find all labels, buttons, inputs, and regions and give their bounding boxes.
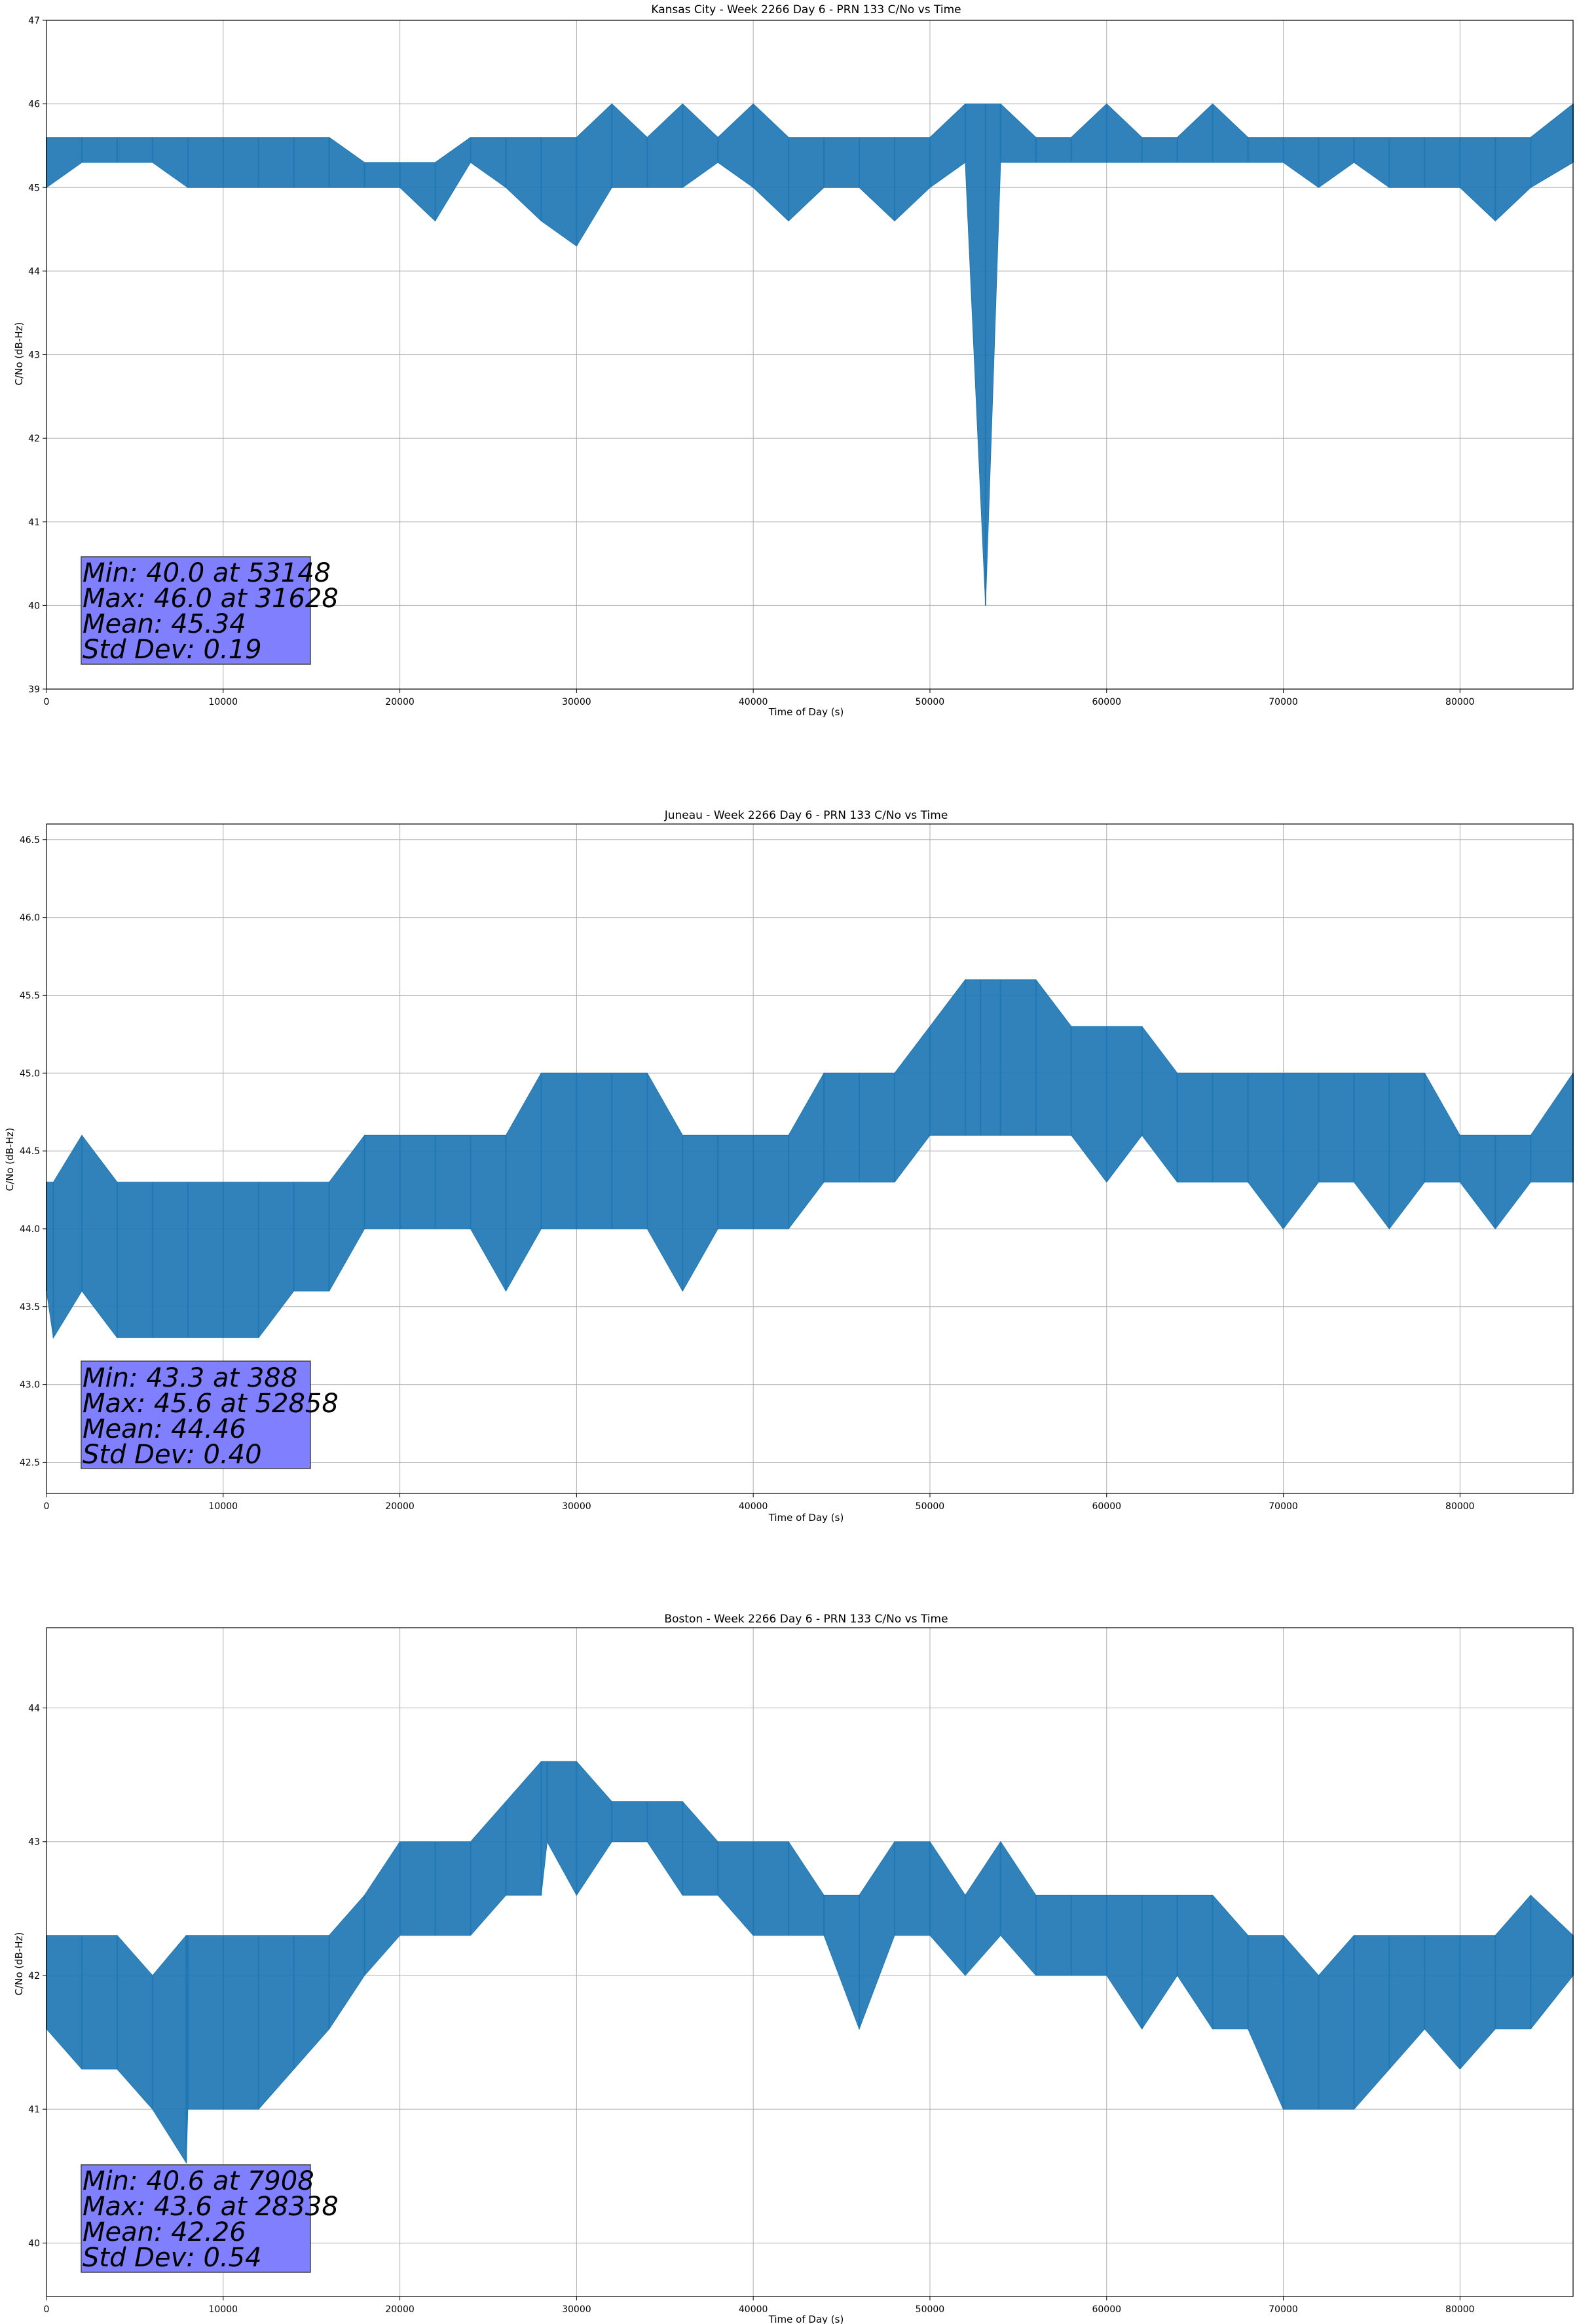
y-tick-label: 43 <box>28 350 40 361</box>
stats-min: Min: 40.6 at 7908 <box>83 2166 314 2196</box>
stats-max: Max: 43.6 at 28338 <box>83 2192 339 2222</box>
x-tick-label: 40000 <box>739 2304 768 2315</box>
x-tick-label: 30000 <box>562 1501 591 1512</box>
y-axis-label: C/No (dB-Hz) <box>4 1128 16 1191</box>
y-tick-label: 40 <box>28 2238 40 2249</box>
x-tick-label: 80000 <box>1445 2304 1475 2315</box>
chart-juneau: Juneau - Week 2266 Day 6 - PRN 133 C/No … <box>4 809 1574 1524</box>
y-tick-label: 46.0 <box>20 913 40 924</box>
y-axis-label: C/No (dB-Hz) <box>13 322 25 386</box>
x-tick-label: 70000 <box>1269 2304 1298 2315</box>
y-axis-label: C/No (dB-Hz) <box>13 1932 25 1996</box>
x-tick-label: 50000 <box>916 2304 945 2315</box>
y-tick-label: 45.0 <box>20 1068 40 1079</box>
stats-box-background <box>81 1360 311 1469</box>
stats-box: Min: 40.6 at 7908 Max: 43.6 at 28338 Mea… <box>81 2164 339 2273</box>
y-axis-ticks: 40 41 42 43 44 <box>28 1704 46 2249</box>
stats-box: Min: 43.3 at 388 Max: 45.6 at 52858 Mean… <box>81 1360 339 1470</box>
y-tick-label: 46 <box>28 100 40 110</box>
stats-max: Max: 45.6 at 52858 <box>83 1389 339 1419</box>
y-tick-label: 42 <box>28 1971 40 1981</box>
x-tick-label: 0 <box>44 697 50 707</box>
y-tick-label: 39 <box>28 684 40 695</box>
plot-frame <box>46 1627 1574 2297</box>
x-tick-label: 20000 <box>385 697 415 707</box>
x-axis-ticks: 0 10000 20000 30000 40000 50000 60000 70000 8000… <box>44 1493 1475 1512</box>
chart-title: Kansas City - Week 2266 Day 6 - PRN 133 … <box>651 3 961 16</box>
stats-min: Min: 40.0 at 53148 <box>83 558 331 588</box>
stats-std-dev: Std Dev: 0.54 <box>83 2243 262 2273</box>
x-tick-label: 70000 <box>1269 697 1298 707</box>
series-line <box>46 103 1574 606</box>
y-axis-ticks: 42.5 43.0 43.5 44.0 44.5 45.0 45.5 46.0 46.5 <box>20 835 46 1468</box>
x-tick-label: 0 <box>44 1501 50 1512</box>
x-tick-label: 30000 <box>562 2304 591 2315</box>
y-tick-label: 41 <box>28 517 40 528</box>
plot-frame <box>46 823 1574 1494</box>
y-tick-label: 44.5 <box>20 1146 40 1157</box>
stats-std-dev: Std Dev: 0.19 <box>83 635 262 665</box>
stats-mean: Mean: 45.34 <box>83 609 246 639</box>
stats-mean: Mean: 44.46 <box>83 1414 246 1444</box>
series-line <box>46 1761 1574 2164</box>
chart-kansas-city: Kansas City - Week 2266 Day 6 - PRN 133 … <box>13 3 1574 718</box>
x-tick-label: 80000 <box>1445 1501 1475 1512</box>
y-tick-label: 47 <box>28 16 40 26</box>
x-axis-ticks: 0 10000 20000 30000 40000 50000 60000 70000 8000… <box>44 2296 1475 2315</box>
x-tick-label: 30000 <box>562 697 591 707</box>
x-tick-label: 50000 <box>916 697 945 707</box>
x-tick-label: 70000 <box>1269 1501 1298 1512</box>
x-axis-label: Time of Day (s) <box>768 1512 844 1524</box>
x-axis-label: Time of Day (s) <box>768 2314 844 2324</box>
series-band <box>46 979 1574 1339</box>
y-tick-label: 44.0 <box>20 1224 40 1235</box>
x-tick-label: 50000 <box>916 1501 945 1512</box>
x-tick-label: 40000 <box>739 697 768 707</box>
stats-max: Max: 46.0 at 31628 <box>83 584 339 614</box>
y-tick-label: 45.5 <box>20 990 40 1001</box>
x-tick-label: 10000 <box>209 2304 238 2315</box>
y-tick-label: 43.5 <box>20 1302 40 1313</box>
x-axis-label: Time of Day (s) <box>768 706 844 718</box>
x-tick-label: 40000 <box>739 1501 768 1512</box>
x-tick-label: 60000 <box>1092 697 1121 707</box>
stats-min: Min: 43.3 at 388 <box>83 1363 297 1393</box>
x-tick-label: 60000 <box>1092 2304 1121 2315</box>
stats-std-dev: Std Dev: 0.40 <box>83 1440 262 1470</box>
y-tick-label: 42 <box>28 434 40 444</box>
y-tick-label: 42.5 <box>20 1457 40 1468</box>
chart-title: Boston - Week 2266 Day 6 - PRN 133 C/No … <box>664 1613 948 1626</box>
stats-box-background <box>81 2164 311 2273</box>
y-axis-ticks: 39 40 41 42 43 44 45 46 47 <box>28 16 46 695</box>
chart-title: Juneau - Week 2266 Day 6 - PRN 133 C/No … <box>664 809 948 822</box>
x-tick-label: 20000 <box>385 1501 415 1512</box>
x-tick-label: 20000 <box>385 2304 415 2315</box>
y-tick-label: 43 <box>28 1837 40 1848</box>
series-line <box>46 979 1574 1339</box>
series-band <box>46 1761 1574 2164</box>
x-tick-label: 60000 <box>1092 1501 1121 1512</box>
stats-box-background <box>81 556 311 665</box>
chart-boston: Boston - Week 2266 Day 6 - PRN 133 C/No … <box>13 1613 1574 2324</box>
y-tick-label: 40 <box>28 601 40 611</box>
y-tick-label: 44 <box>28 267 40 277</box>
x-tick-label: 10000 <box>209 1501 238 1512</box>
x-tick-label: 10000 <box>209 697 238 707</box>
y-tick-label: 45 <box>28 183 40 193</box>
x-axis-ticks: 0 10000 20000 30000 40000 50000 60000 70000 8000… <box>44 689 1475 707</box>
stats-mean: Mean: 42.26 <box>83 2217 246 2247</box>
y-tick-label: 41 <box>28 2105 40 2115</box>
y-tick-label: 43.0 <box>20 1380 40 1391</box>
stats-box: Min: 40.0 at 53148 Max: 46.0 at 31628 Me… <box>81 556 339 665</box>
x-tick-label: 80000 <box>1445 697 1475 707</box>
y-tick-label: 44 <box>28 1704 40 1714</box>
y-tick-label: 46.5 <box>20 835 40 846</box>
x-tick-label: 0 <box>44 2304 50 2315</box>
